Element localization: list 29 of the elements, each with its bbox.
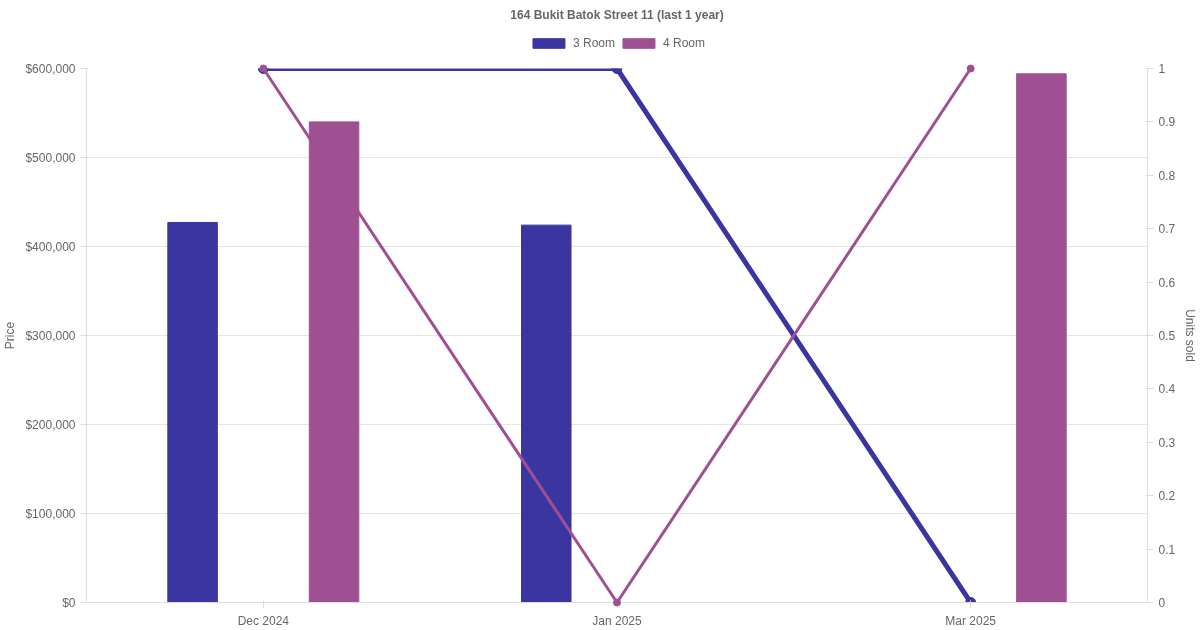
y2-tick-label: 0.7	[1158, 222, 1176, 237]
y2-tick-label: 0.5	[1158, 329, 1176, 343]
x-tick-label: Mar 2025	[945, 613, 997, 628]
bar	[521, 224, 572, 603]
y2-tick-label: 0.3	[1158, 435, 1176, 450]
y2-axis-title: Units sold	[1183, 309, 1198, 362]
y-tick-label: $100,000	[25, 506, 76, 521]
y-axis-title: Price	[3, 321, 18, 350]
y2-tick-label: 0.1	[1158, 542, 1176, 557]
y-tick-label: $0	[62, 595, 76, 610]
y2-tick-label: 0.9	[1158, 115, 1176, 130]
y2-tick-label: 0.2	[1158, 489, 1176, 504]
chart-title: 164 Bukit Batok Street 11 (last 1 year)	[510, 7, 724, 22]
y-tick-label: $600,000	[25, 61, 76, 76]
bar	[167, 221, 218, 603]
y2-tick-label: 1	[1158, 62, 1166, 76]
y2-tick-label: 0	[1158, 596, 1166, 610]
y-tick-label: $500,000	[25, 150, 76, 165]
y2-tick-label: 0.4	[1158, 382, 1176, 397]
y-tick-label: $400,000	[25, 239, 76, 254]
y2-tick-label: 0.8	[1158, 168, 1176, 183]
x-tick-label: Dec 2024	[237, 613, 290, 628]
legend-label: 4 Room	[663, 36, 706, 50]
y-tick-label: $300,000	[25, 328, 76, 343]
y-tick-label: $200,000	[25, 417, 76, 432]
legend-label: 3 Room	[572, 36, 615, 50]
x-tick-label: Jan 2025	[592, 613, 643, 628]
bar	[1016, 73, 1067, 603]
y2-tick-label: 0.6	[1158, 275, 1176, 290]
